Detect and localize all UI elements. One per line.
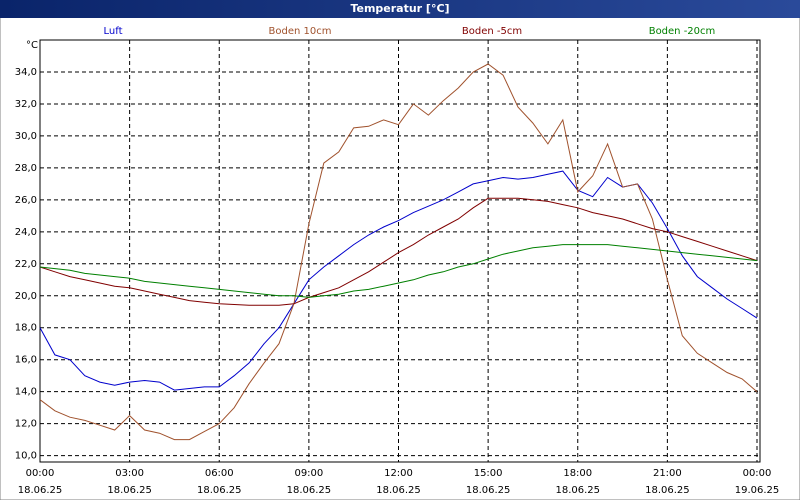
x-tick-date: 18.06.25 <box>287 485 332 496</box>
series-line <box>39 63 758 441</box>
x-tick-label: 15:00 <box>474 468 503 479</box>
x-tick-label: 12:00 <box>384 468 413 479</box>
y-tick-label: 10,0 <box>15 451 37 462</box>
legend-label: Luft <box>104 26 123 37</box>
y-tick-label: 18,0 <box>15 323 37 334</box>
legend-label: Boden 10cm <box>269 26 332 37</box>
x-tick-date: 18.06.25 <box>466 485 511 496</box>
y-tick-label: 26,0 <box>15 195 37 206</box>
x-tick-label: 03:00 <box>115 468 144 479</box>
y-tick-label: 32,0 <box>15 99 37 110</box>
legend-label: Boden -20cm <box>649 26 716 37</box>
x-tick-label: 21:00 <box>653 468 682 479</box>
y-tick-label: 30,0 <box>15 131 37 142</box>
y-tick-label: 28,0 <box>15 163 37 174</box>
y-axis-label: °C <box>26 40 38 51</box>
series-line <box>39 244 758 298</box>
y-tick-label: 16,0 <box>15 355 37 366</box>
x-tick-label: 00:00 <box>743 468 772 479</box>
plot-border <box>39 39 761 463</box>
y-tick-label: 22,0 <box>15 259 37 270</box>
x-tick-date: 19.06.25 <box>735 485 780 496</box>
title-bar <box>0 0 800 18</box>
x-tick-label: 18:00 <box>563 468 592 479</box>
chart-title: Temperatur [°C] <box>350 2 449 15</box>
x-tick-label: 00:00 <box>26 468 55 479</box>
x-tick-date: 18.06.25 <box>18 485 63 496</box>
series-line <box>39 197 758 306</box>
y-tick-label: 34,0 <box>15 67 37 78</box>
y-tick-label: 12,0 <box>15 419 37 430</box>
y-tick-label: 24,0 <box>15 227 37 238</box>
x-tick-date: 18.06.25 <box>197 485 242 496</box>
y-tick-label: 20,0 <box>15 291 37 302</box>
x-tick-date: 18.06.25 <box>107 485 152 496</box>
x-tick-label: 06:00 <box>205 468 234 479</box>
x-tick-label: 09:00 <box>294 468 323 479</box>
y-tick-label: 14,0 <box>15 387 37 398</box>
legend-label: Boden -5cm <box>462 26 522 37</box>
x-tick-date: 18.06.25 <box>555 485 600 496</box>
x-tick-date: 18.06.25 <box>645 485 690 496</box>
x-tick-date: 18.06.25 <box>376 485 421 496</box>
